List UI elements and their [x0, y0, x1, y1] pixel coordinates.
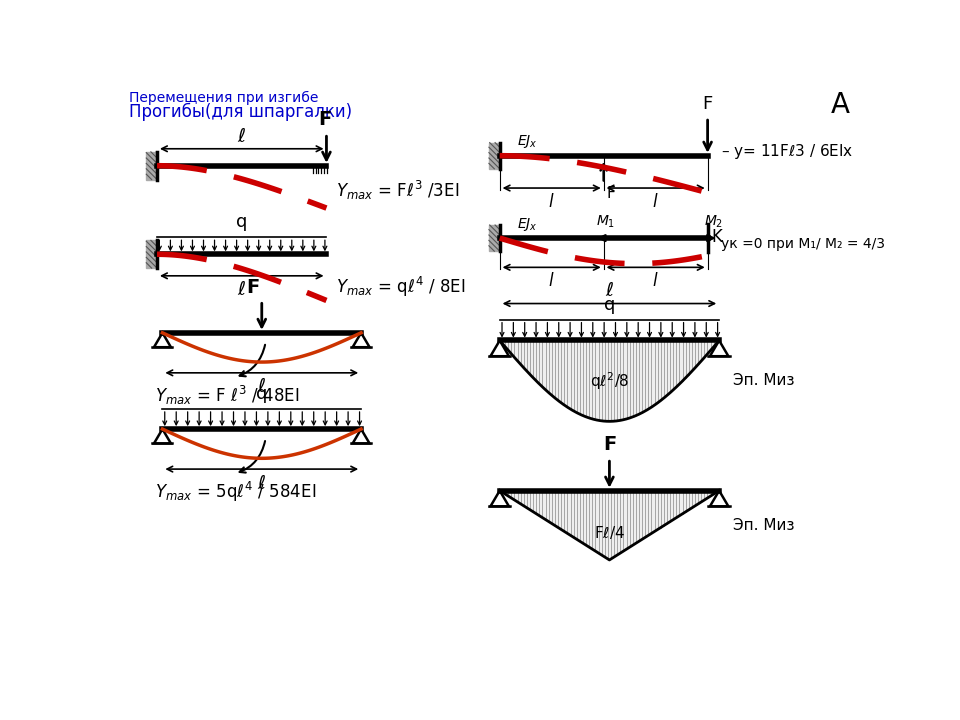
Text: F: F [246, 278, 259, 297]
Text: yк =0 при M₁/ M₂ = 4/3: yк =0 при M₁/ M₂ = 4/3 [722, 238, 885, 251]
Text: $EJ_x$: $EJ_x$ [516, 216, 538, 233]
Text: Эп. Миз: Эп. Миз [733, 518, 795, 533]
Text: $M_1$: $M_1$ [595, 214, 614, 230]
Text: F: F [703, 95, 712, 113]
Text: $\ell$: $\ell$ [605, 282, 614, 300]
Text: $\ell$: $\ell$ [257, 377, 266, 397]
Polygon shape [146, 240, 157, 268]
Polygon shape [500, 490, 719, 560]
Text: $Y_{max}$ = q$\ell^4$ / 8EI: $Y_{max}$ = q$\ell^4$ / 8EI [336, 274, 466, 299]
Text: F: F [319, 109, 331, 129]
Text: $EJ_x$: $EJ_x$ [516, 133, 538, 150]
Text: – y= 11F$\ell$3 / 6EIx: – y= 11F$\ell$3 / 6EIx [722, 143, 854, 161]
Polygon shape [489, 225, 500, 251]
Polygon shape [489, 143, 500, 168]
Text: F: F [607, 186, 615, 202]
Text: $M_2$: $M_2$ [705, 214, 723, 230]
Polygon shape [500, 490, 719, 560]
Text: $\ell$: $\ell$ [237, 280, 247, 300]
Polygon shape [146, 152, 157, 179]
Text: $l$: $l$ [548, 272, 555, 290]
Text: $\ell$: $\ell$ [237, 127, 247, 145]
Text: Перемещения при изгибе: Перемещения при изгибе [129, 91, 318, 105]
Text: $Y_{max}$ = F $\ell^3$ / 48EI: $Y_{max}$ = F $\ell^3$ / 48EI [155, 384, 300, 408]
Text: q: q [256, 385, 268, 403]
Text: $\ell$: $\ell$ [257, 474, 266, 492]
Text: $l$: $l$ [653, 272, 659, 290]
Text: F$\ell$/4: F$\ell$/4 [594, 523, 625, 541]
Text: A: A [830, 91, 850, 119]
Text: $Y_{max}$ = 5q$\ell^4$ / 584EI: $Y_{max}$ = 5q$\ell^4$ / 584EI [155, 480, 316, 504]
Text: q: q [236, 213, 248, 231]
Text: q: q [604, 295, 615, 313]
Text: F: F [603, 436, 616, 454]
Text: Эп. Миз: Эп. Миз [733, 374, 795, 388]
Text: Прогибы(для шпаргалки): Прогибы(для шпаргалки) [129, 102, 351, 121]
Text: K: K [711, 228, 722, 246]
Text: $Y_{max}$ = F$\ell^3$ /3EI: $Y_{max}$ = F$\ell^3$ /3EI [336, 179, 459, 202]
Text: $l$: $l$ [548, 193, 555, 211]
Text: q$\ell^2$/8: q$\ell^2$/8 [589, 370, 629, 392]
Text: $l$: $l$ [653, 193, 659, 211]
